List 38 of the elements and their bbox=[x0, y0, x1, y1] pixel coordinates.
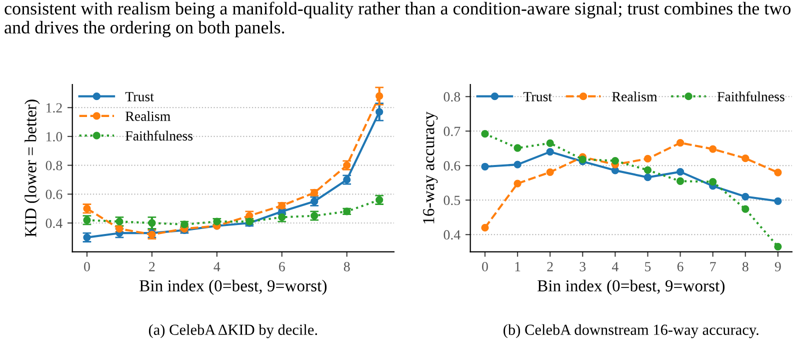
x-tick-label: 6 bbox=[677, 262, 684, 272]
x-tick-label: 4 bbox=[612, 262, 618, 272]
y-tick-label: 0.6 bbox=[46, 190, 62, 200]
x-tick-label: 1 bbox=[515, 262, 520, 272]
x-tick-label: 0 bbox=[84, 262, 90, 272]
legend-label: Faithfulness bbox=[126, 130, 193, 141]
y-tick-label: 0.8 bbox=[46, 160, 62, 170]
x-tick-label: 5 bbox=[645, 262, 651, 272]
text: consistent with realism being a manifold-quality rather than a condition-aware signal; trust combines the two and drives the ordering on both panels. bbox=[4, 2, 791, 38]
x-tick-label: 0 bbox=[482, 262, 488, 272]
x-tick-label: 9 bbox=[774, 262, 781, 272]
x-tick-label: 8 bbox=[344, 262, 350, 272]
x-tick-label: 7 bbox=[710, 262, 716, 272]
y-tick-label: 1.0 bbox=[46, 132, 62, 142]
y-tick-label: 0.6 bbox=[444, 161, 460, 171]
y-tick-label: 1.2 bbox=[46, 103, 62, 113]
x-axis-title: Bin index (0=best, 9=worst) bbox=[538, 280, 725, 295]
y-tick-label: 0.4 bbox=[444, 230, 460, 240]
text: (a) CelebA ΔKID by decile. bbox=[148, 324, 318, 338]
legend-label: Trust bbox=[523, 92, 552, 102]
legend-label: Realism bbox=[126, 111, 170, 121]
y-axis-title: KID (lower = better) bbox=[24, 100, 40, 237]
x-tick-label: 6 bbox=[279, 262, 285, 272]
x-tick-label: 8 bbox=[742, 262, 748, 272]
x-tick-label: 2 bbox=[149, 262, 155, 272]
y-tick-label: 0.5 bbox=[444, 196, 460, 206]
y-tick-label: 0.8 bbox=[444, 92, 460, 102]
x-tick-label: 2 bbox=[547, 262, 553, 272]
y-tick-label: 0.7 bbox=[444, 126, 460, 136]
legend-label: Faithfulness bbox=[717, 91, 784, 102]
x-axis-title: Bin index (0=best, 9=worst) bbox=[140, 280, 327, 295]
x-tick-label: 3 bbox=[580, 262, 586, 272]
legend-label: Realism bbox=[612, 92, 658, 102]
x-tick-label: 4 bbox=[214, 262, 220, 272]
text: (b) CelebA downstream 16-way accuracy. bbox=[504, 324, 758, 338]
legend-label: Trust bbox=[125, 92, 154, 102]
y-tick-label: 0.4 bbox=[46, 218, 62, 228]
y-axis-title: 16-way accuracy bbox=[423, 112, 438, 224]
